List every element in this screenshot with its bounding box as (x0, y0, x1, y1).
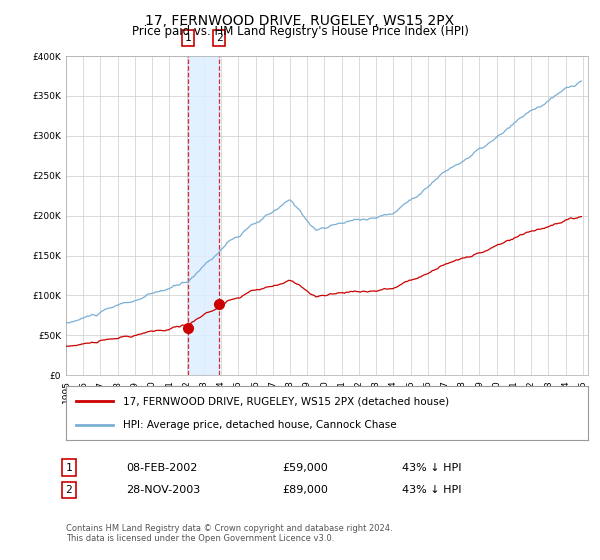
Text: 2: 2 (216, 33, 223, 43)
Text: 1: 1 (65, 463, 73, 473)
Text: 1: 1 (185, 33, 191, 43)
Text: 43% ↓ HPI: 43% ↓ HPI (402, 485, 461, 495)
Text: HPI: Average price, detached house, Cannock Chase: HPI: Average price, detached house, Cann… (124, 419, 397, 430)
Bar (188, 56, 220, 375)
Text: 2: 2 (65, 485, 73, 495)
Text: Price paid vs. HM Land Registry's House Price Index (HPI): Price paid vs. HM Land Registry's House … (131, 25, 469, 38)
Text: 17, FERNWOOD DRIVE, RUGELEY, WS15 2PX: 17, FERNWOOD DRIVE, RUGELEY, WS15 2PX (145, 14, 455, 28)
Text: £59,000: £59,000 (282, 463, 328, 473)
Text: 43% ↓ HPI: 43% ↓ HPI (402, 463, 461, 473)
Text: Contains HM Land Registry data © Crown copyright and database right 2024.
This d: Contains HM Land Registry data © Crown c… (66, 524, 392, 543)
Text: 17, FERNWOOD DRIVE, RUGELEY, WS15 2PX (detached house): 17, FERNWOOD DRIVE, RUGELEY, WS15 2PX (d… (124, 396, 449, 407)
Text: £89,000: £89,000 (282, 485, 328, 495)
Text: 28-NOV-2003: 28-NOV-2003 (126, 485, 200, 495)
Text: 08-FEB-2002: 08-FEB-2002 (126, 463, 197, 473)
